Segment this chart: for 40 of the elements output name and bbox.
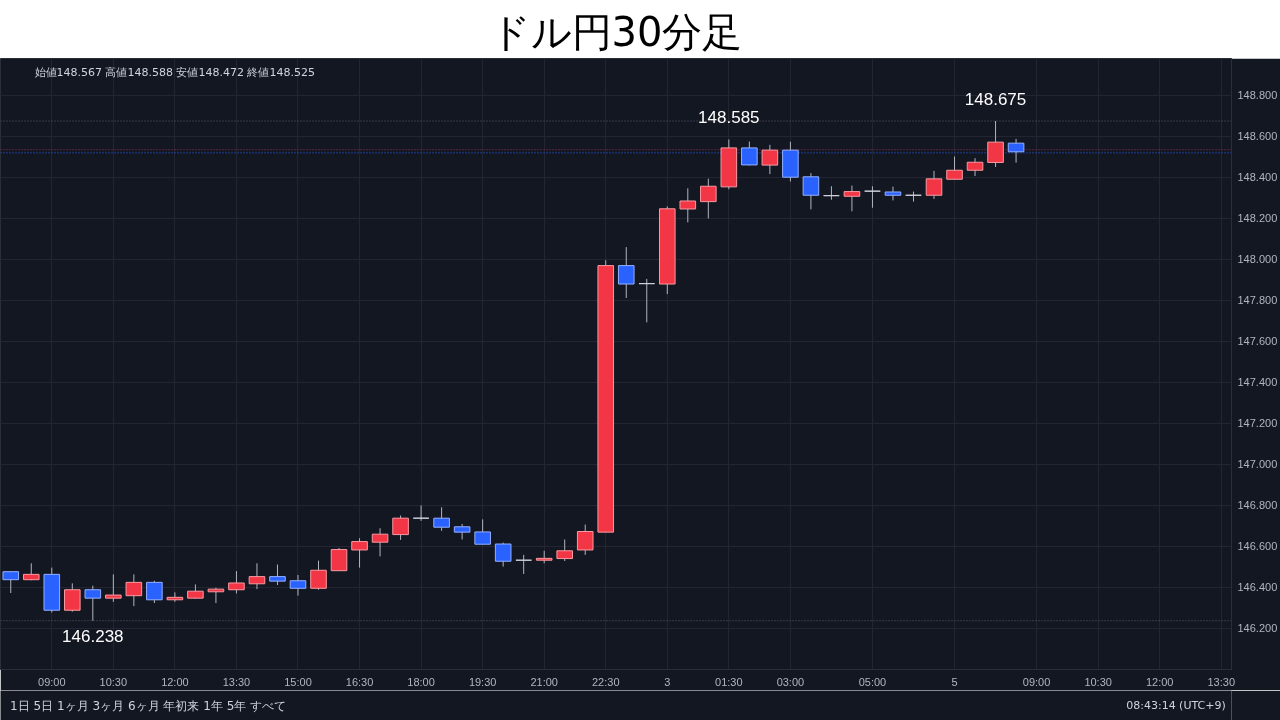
x-tick-label: 03:00 xyxy=(776,675,805,688)
y-tick-label: 148.800 xyxy=(1237,89,1278,102)
x-tick-label: 09:00 xyxy=(38,675,66,688)
text: 08:43:14 (UTC+9) xyxy=(1126,699,1226,712)
annotation: 146.238 xyxy=(62,626,124,646)
x-tick-label: 19:30 xyxy=(468,675,497,688)
x-tick-label: 18:00 xyxy=(407,675,435,688)
y-tick-label: 147.000 xyxy=(1237,458,1278,471)
x-tick-label: 05:00 xyxy=(858,675,887,688)
y-tick-label: 146.800 xyxy=(1237,499,1278,512)
y-tick-label: 147.200 xyxy=(1237,417,1278,430)
y-tick-label: 148.200 xyxy=(1237,212,1278,225)
y-tick-label: 148.600 xyxy=(1237,130,1278,143)
y-tick-label: 147.600 xyxy=(1237,335,1278,348)
y-tick-label: 148.400 xyxy=(1237,171,1278,184)
x-tick-label: 15:00 xyxy=(284,675,312,688)
y-tick-label: 148.000 xyxy=(1237,253,1278,266)
x-tick-label: 09:00 xyxy=(1022,675,1051,688)
x-tick-label: 16:30 xyxy=(345,675,374,688)
x-tick-label: 13:30 xyxy=(222,675,251,688)
annotation: 148.585 xyxy=(698,108,760,128)
text: 1日 5日 1ヶ月 3ヶ月 6ヶ月 年初来 1年 5年 すべて xyxy=(10,698,287,713)
x-tick-label: 5 xyxy=(951,675,958,688)
annotation: 148.675 xyxy=(964,90,1027,110)
y-tick-label: 146.400 xyxy=(1237,581,1278,594)
x-tick-label: 22:30 xyxy=(591,675,620,688)
y-tick-label: 146.200 xyxy=(1237,622,1278,635)
x-tick-label: 12:00 xyxy=(161,675,189,688)
x-tick-label: 21:00 xyxy=(530,675,558,688)
x-tick-label: 3 xyxy=(664,675,671,688)
annotation: 始値148.567 高値148.588 安値148.472 終値148.525 xyxy=(34,66,315,79)
x-tick-label: 13:30 xyxy=(1207,675,1236,688)
x-tick-label: 12:00 xyxy=(1145,675,1174,688)
x-tick-label: 10:30 xyxy=(1084,675,1112,688)
x-tick-label: 01:30 xyxy=(715,675,743,688)
chart-title: ドル円30分足 xyxy=(489,9,743,56)
x-tick-label: 10:30 xyxy=(99,675,128,688)
y-tick-label: 147.400 xyxy=(1237,376,1278,389)
y-tick-label: 147.800 xyxy=(1237,294,1278,307)
y-tick-label: 146.600 xyxy=(1237,540,1278,553)
